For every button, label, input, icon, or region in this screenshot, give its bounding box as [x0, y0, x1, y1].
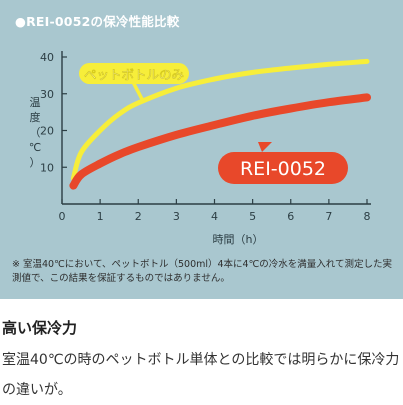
- y-axis-label-char: ℃: [29, 141, 41, 154]
- y-axis-label-char: 度: [30, 110, 41, 124]
- series-line-pet-bottle-only: [70, 58, 370, 181]
- line-chart: 0 1 2 3 4 5 6 7 8 10 20 30 40 時間（h） 温度 （ ℃ ） ペットボトルのみ REI-…: [29, 51, 371, 246]
- y-axis-label-char: 温: [30, 96, 41, 109]
- x-axis-label: 時間（h）: [213, 233, 264, 246]
- y-tick-label: 30: [40, 88, 54, 101]
- x-tick-label: 1: [97, 210, 104, 223]
- series-label-box-pet-bottle-only: [79, 63, 189, 84]
- chart-title-text: ●REI-0052の保冷性能比較: [15, 14, 180, 29]
- y-axis-label-char: ）: [30, 156, 41, 169]
- y-tick-label: 40: [40, 51, 54, 64]
- chart-title: ●REI-0052の保冷性能比較: [15, 11, 179, 30]
- chart-labels: ペットボトルのみ REI-0052: [79, 63, 348, 184]
- x-tick-label: 2: [135, 210, 142, 223]
- chart-footnote: ※ 室温40℃において、ペットボトル（500ml）4本に4℃の冷水を満量入れて測…: [12, 259, 392, 284]
- chart-axes: 0 1 2 3 4 5 6 7 8 10 20 30 40 時間（h） 温度 （ ℃ ）: [29, 51, 371, 246]
- chart-series: [69, 58, 371, 190]
- section-heading: 高い保冷力: [2, 319, 78, 337]
- chart-panel: ●REI-0052の保冷性能比較 0 1 2 3 4 5 6 7 8 10 20 30 40 時間（h） 温…: [0, 0, 403, 299]
- x-tick-label: 3: [173, 210, 180, 223]
- y-tick-label: 20: [40, 125, 54, 138]
- series-label-box-rei-0052: [218, 152, 348, 184]
- x-tick-label: 7: [325, 210, 332, 223]
- y-axis-label: 温度 （ ℃ ）: [29, 96, 41, 169]
- x-tick-label: 4: [211, 210, 218, 223]
- x-tick-label: 0: [59, 210, 66, 223]
- series-line-rei-0052: [69, 93, 371, 190]
- series-label-pet-bottle-only: ペットボトルのみ: [84, 67, 185, 82]
- x-tick-label: 6: [287, 210, 294, 223]
- series-label-pointer-pet-bottle-only: [131, 80, 145, 103]
- series-label-rei-0052: REI-0052: [240, 158, 326, 180]
- y-axis-label-char: （: [30, 126, 41, 139]
- y-tick-label: 10: [40, 161, 54, 174]
- series-label-pointer-rei-0052: [258, 142, 272, 152]
- section-body-text: 室温40℃の時のペットボトル単体との比較では明らかに保冷力の違いが。: [2, 352, 400, 398]
- x-tick-label: 5: [249, 210, 256, 223]
- x-tick-label: 8: [364, 210, 371, 223]
